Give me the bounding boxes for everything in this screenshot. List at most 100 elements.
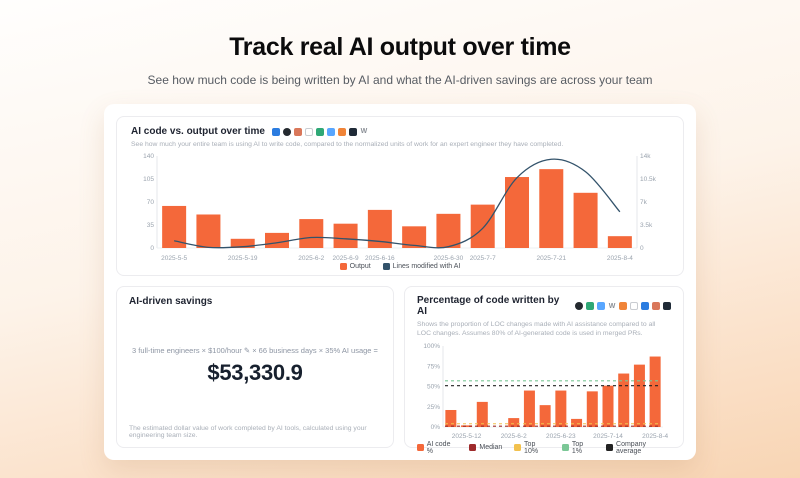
pct-tool-icons: W bbox=[575, 302, 671, 311]
bar-2025-7-7[interactable] bbox=[470, 204, 495, 249]
bar-2025-6-9[interactable] bbox=[333, 223, 358, 249]
vscode-icon bbox=[271, 127, 280, 136]
svg-text:14k: 14k bbox=[640, 153, 651, 160]
bar-2025-7-21[interactable] bbox=[539, 169, 564, 249]
bar-2025-6-30[interactable] bbox=[571, 418, 583, 427]
pct-panel-header: Percentage of code written by AI W bbox=[417, 295, 671, 317]
svg-text:0: 0 bbox=[640, 245, 644, 252]
legend-label: Lines modified with AI bbox=[392, 263, 461, 271]
bar-2025-5-19[interactable] bbox=[230, 238, 255, 249]
output-chart-legend: Output Lines modified with AI bbox=[131, 263, 669, 271]
page-title: Track real AI output over time bbox=[229, 33, 571, 61]
savings-formula: 3 full-time engineers × $100/hour ✎ × 66… bbox=[132, 346, 378, 355]
bar-2025-5-12[interactable] bbox=[196, 214, 221, 249]
windsurf-icon: W bbox=[608, 302, 616, 310]
line-series[interactable] bbox=[174, 158, 621, 249]
legend-label: Top 10% bbox=[524, 440, 539, 455]
legend-item-company-average[interactable]: Company average bbox=[606, 441, 671, 455]
bar-2025-6-30[interactable] bbox=[436, 214, 461, 249]
copilot-icon bbox=[326, 127, 335, 136]
bar-2025-7-14[interactable] bbox=[602, 385, 614, 427]
legend-item-ai-code-[interactable]: AI code % bbox=[417, 441, 457, 455]
cursor-icon bbox=[630, 302, 638, 311]
bar-2025-5-12[interactable] bbox=[461, 424, 473, 427]
dashboard-card: AI code vs. output over time W See how m… bbox=[104, 104, 696, 461]
bar-2025-6-2[interactable] bbox=[299, 219, 324, 249]
bar-2025-5-5[interactable] bbox=[445, 409, 457, 427]
page-subtitle: See how much code is being written by AI… bbox=[147, 73, 653, 87]
legend-swatch bbox=[382, 263, 390, 271]
svg-text:2025-5-12: 2025-5-12 bbox=[452, 433, 482, 440]
legend-swatch bbox=[514, 444, 522, 452]
legend-swatch bbox=[417, 444, 424, 452]
svg-text:10.5k: 10.5k bbox=[640, 176, 657, 183]
legend-label: Company average bbox=[616, 440, 646, 455]
legend-item-median[interactable]: Median bbox=[469, 444, 503, 452]
bar-2025-5-26[interactable] bbox=[265, 233, 289, 249]
bar-2025-8-4[interactable] bbox=[649, 356, 661, 427]
legend-item-top-10-[interactable]: Top 10% bbox=[514, 441, 550, 455]
openai-icon bbox=[586, 302, 594, 311]
svg-text:2025-5-19: 2025-5-19 bbox=[228, 255, 258, 262]
pct-panel-title: Percentage of code written by AI bbox=[417, 295, 560, 318]
bar-2025-6-2[interactable] bbox=[508, 417, 520, 427]
savings-content: 3 full-time engineers × $100/hour ✎ × 66… bbox=[129, 307, 381, 425]
savings-panel: AI-driven savings 3 full-time engineers … bbox=[116, 286, 394, 449]
savings-amount: $53,330.9 bbox=[207, 360, 303, 386]
svg-text:2025-6-2: 2025-6-2 bbox=[298, 255, 324, 262]
edit-rate-icon[interactable]: ✎ bbox=[243, 346, 251, 356]
bar-2025-7-28[interactable] bbox=[573, 192, 598, 249]
legend-label: AI code % bbox=[426, 440, 451, 455]
output-panel-title: AI code vs. output over time bbox=[131, 126, 265, 137]
svg-text:3.5k: 3.5k bbox=[640, 222, 653, 229]
bar-2025-7-21[interactable] bbox=[618, 373, 630, 427]
legend-swatch bbox=[562, 444, 569, 452]
pct-chart: 0% 25% 50% 75% 100% 2025-5-12 2025-6-2 2025-6-2… bbox=[417, 340, 671, 440]
pct-chart-legend: AI code % Median Top 10% Top 1% Company aver… bbox=[417, 441, 671, 455]
github-icon bbox=[575, 302, 583, 311]
svg-text:2025-8-4: 2025-8-4 bbox=[607, 255, 633, 262]
legend-item-top-1-[interactable]: Top 1% bbox=[562, 441, 594, 455]
svg-text:25%: 25% bbox=[427, 403, 440, 410]
svg-text:0%: 0% bbox=[431, 424, 441, 431]
output-chart-panel: AI code vs. output over time W See how m… bbox=[116, 116, 684, 277]
pct-panel-description: Shows the proportion of LOC changes made… bbox=[417, 321, 656, 338]
svg-text:2025-8-4: 2025-8-4 bbox=[642, 433, 668, 440]
bar-2025-6-23[interactable] bbox=[555, 390, 567, 427]
svg-text:70: 70 bbox=[147, 199, 155, 206]
output-panel-description: See how much your entire team is using A… bbox=[131, 141, 564, 148]
openai-icon bbox=[315, 127, 324, 136]
svg-text:2025-6-30: 2025-6-30 bbox=[434, 255, 464, 262]
devin-icon bbox=[348, 127, 357, 136]
svg-text:2025-7-21: 2025-7-21 bbox=[536, 255, 566, 262]
legend-item-output[interactable]: Output bbox=[339, 263, 371, 271]
svg-text:2025-6-16: 2025-6-16 bbox=[365, 255, 395, 262]
savings-footnote: The estimated dollar value of work compl… bbox=[129, 425, 367, 440]
savings-formula-suffix: × 66 business days × 35% AI usage = bbox=[252, 346, 378, 356]
bar-2025-5-19[interactable] bbox=[476, 401, 488, 427]
cursor-icon bbox=[304, 127, 313, 136]
bar-2025-7-28[interactable] bbox=[633, 364, 645, 427]
svg-text:2025-6-9: 2025-6-9 bbox=[333, 255, 359, 262]
svg-text:140: 140 bbox=[143, 153, 154, 160]
legend-swatch bbox=[339, 263, 347, 271]
claude-icon bbox=[293, 127, 302, 136]
bar-2025-7-7[interactable] bbox=[586, 390, 598, 427]
output-chart: 0 35 70 105 140 0 3.5k 7k 10.5k 14k 2025-5-5 2025-5… bbox=[131, 150, 669, 262]
bar-2025-5-5[interactable] bbox=[162, 206, 187, 249]
bar-2025-6-16[interactable] bbox=[539, 404, 551, 427]
devin-icon bbox=[663, 302, 671, 311]
bar-2025-6-23[interactable] bbox=[402, 226, 427, 249]
svg-text:2025-6-23: 2025-6-23 bbox=[546, 433, 576, 440]
savings-panel-title: AI-driven savings bbox=[129, 296, 213, 308]
bar-2025-6-9[interactable] bbox=[523, 390, 535, 427]
bar-2025-8-4[interactable] bbox=[607, 236, 632, 249]
svg-text:7k: 7k bbox=[640, 199, 648, 206]
legend-label: Median bbox=[479, 444, 503, 452]
legend-item-lines-modified-with-ai[interactable]: Lines modified with AI bbox=[382, 263, 461, 271]
claude-icon bbox=[652, 302, 660, 311]
output-panel-header: AI code vs. output over time W bbox=[131, 126, 669, 137]
svg-text:2025-7-14: 2025-7-14 bbox=[593, 433, 623, 440]
svg-text:50%: 50% bbox=[427, 383, 440, 390]
